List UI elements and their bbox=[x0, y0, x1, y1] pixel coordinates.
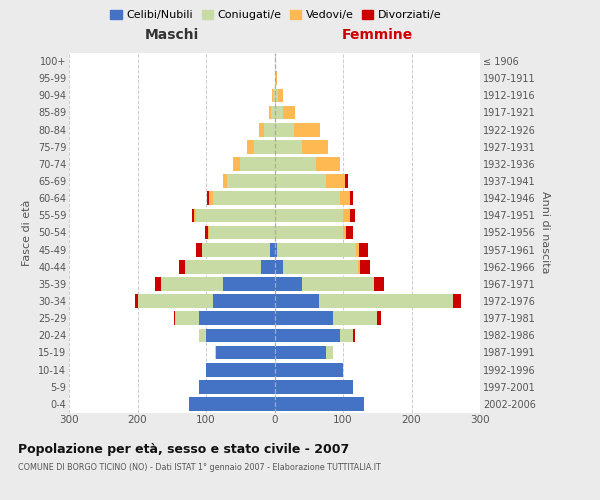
Bar bbox=[302, 140, 328, 153]
Bar bbox=[293, 123, 320, 136]
Bar bbox=[275, 380, 353, 394]
Bar bbox=[275, 260, 283, 274]
Bar bbox=[275, 174, 326, 188]
Bar bbox=[350, 192, 353, 205]
Bar bbox=[273, 88, 275, 102]
Bar bbox=[353, 328, 355, 342]
Y-axis label: Anni di nascita: Anni di nascita bbox=[539, 191, 550, 274]
Bar bbox=[233, 157, 240, 171]
Text: Popolazione per età, sesso e stato civile - 2007: Popolazione per età, sesso e stato civil… bbox=[18, 442, 349, 456]
Bar bbox=[254, 140, 275, 153]
Bar bbox=[259, 123, 264, 136]
Text: COMUNE DI BORGO TICINO (NO) - Dati ISTAT 1° gennaio 2007 - Elaborazione TUTTITAL: COMUNE DI BORGO TICINO (NO) - Dati ISTAT… bbox=[18, 462, 381, 471]
Bar bbox=[275, 123, 293, 136]
Bar bbox=[283, 106, 295, 120]
Bar bbox=[196, 243, 202, 256]
Bar bbox=[199, 312, 275, 325]
Y-axis label: Fasce di età: Fasce di età bbox=[22, 200, 32, 266]
Bar bbox=[191, 208, 194, 222]
Bar bbox=[194, 208, 196, 222]
Bar bbox=[189, 397, 275, 411]
Bar bbox=[374, 277, 384, 291]
Bar bbox=[223, 277, 275, 291]
Bar bbox=[271, 106, 275, 120]
Bar bbox=[202, 243, 271, 256]
Bar bbox=[275, 277, 302, 291]
Bar bbox=[275, 312, 333, 325]
Bar bbox=[316, 157, 340, 171]
Bar bbox=[275, 106, 283, 120]
Bar bbox=[340, 328, 353, 342]
Bar bbox=[377, 312, 380, 325]
Bar bbox=[206, 363, 275, 376]
Bar bbox=[283, 260, 358, 274]
Bar bbox=[275, 294, 319, 308]
Bar bbox=[137, 294, 213, 308]
Legend: Celibi/Nubili, Coniugati/e, Vedovi/e, Divorziati/e: Celibi/Nubili, Coniugati/e, Vedovi/e, Di… bbox=[106, 6, 446, 25]
Bar bbox=[269, 106, 271, 120]
Bar bbox=[346, 226, 353, 239]
Bar bbox=[185, 260, 261, 274]
Bar bbox=[179, 260, 185, 274]
Bar bbox=[350, 208, 355, 222]
Bar bbox=[205, 226, 208, 239]
Bar bbox=[155, 277, 161, 291]
Bar bbox=[275, 72, 276, 85]
Bar bbox=[216, 346, 275, 360]
Bar bbox=[247, 140, 254, 153]
Bar bbox=[319, 294, 452, 308]
Bar bbox=[175, 312, 199, 325]
Bar bbox=[161, 277, 223, 291]
Bar bbox=[196, 208, 275, 222]
Bar bbox=[240, 157, 275, 171]
Bar bbox=[358, 260, 360, 274]
Bar bbox=[343, 208, 350, 222]
Bar bbox=[345, 174, 349, 188]
Bar bbox=[206, 328, 275, 342]
Bar bbox=[208, 226, 209, 239]
Bar bbox=[213, 294, 275, 308]
Bar bbox=[275, 192, 340, 205]
Bar bbox=[275, 363, 343, 376]
Bar bbox=[199, 380, 275, 394]
Bar bbox=[271, 243, 275, 256]
Bar bbox=[223, 174, 227, 188]
Text: Maschi: Maschi bbox=[145, 28, 199, 42]
Bar bbox=[340, 192, 350, 205]
Bar bbox=[356, 243, 359, 256]
Bar bbox=[275, 226, 343, 239]
Bar bbox=[208, 192, 209, 205]
Bar bbox=[275, 243, 277, 256]
Bar bbox=[278, 88, 283, 102]
Bar bbox=[275, 328, 340, 342]
Bar bbox=[261, 260, 275, 274]
Bar bbox=[343, 226, 346, 239]
Bar bbox=[326, 346, 333, 360]
Bar bbox=[359, 243, 368, 256]
Bar bbox=[275, 140, 302, 153]
Bar bbox=[215, 346, 216, 360]
Bar bbox=[275, 397, 364, 411]
Bar bbox=[360, 260, 370, 274]
Bar bbox=[213, 192, 275, 205]
Bar bbox=[209, 226, 275, 239]
Bar bbox=[333, 312, 377, 325]
Bar bbox=[227, 174, 275, 188]
Bar bbox=[209, 192, 213, 205]
Bar bbox=[452, 294, 461, 308]
Text: Femmine: Femmine bbox=[341, 28, 413, 42]
Bar bbox=[199, 328, 206, 342]
Bar bbox=[264, 123, 275, 136]
Bar bbox=[275, 157, 316, 171]
Bar bbox=[272, 88, 273, 102]
Bar bbox=[275, 208, 343, 222]
Bar bbox=[275, 88, 278, 102]
Bar bbox=[136, 294, 137, 308]
Bar bbox=[326, 174, 345, 188]
Bar bbox=[276, 72, 277, 85]
Bar bbox=[302, 277, 374, 291]
Bar bbox=[277, 243, 356, 256]
Bar bbox=[275, 346, 326, 360]
